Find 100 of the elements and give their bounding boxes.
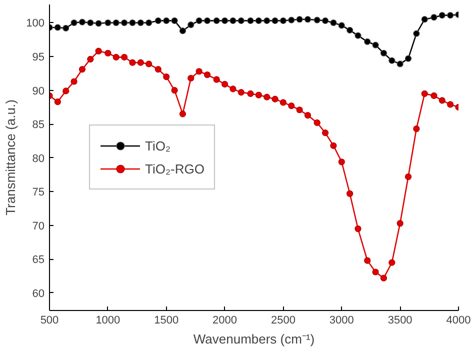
point bbox=[204, 71, 211, 78]
point bbox=[154, 66, 162, 73]
point bbox=[280, 17, 287, 24]
y-tick-label: 80 bbox=[32, 152, 45, 165]
point bbox=[304, 112, 312, 119]
point bbox=[188, 21, 194, 28]
point bbox=[388, 57, 396, 64]
point bbox=[430, 14, 438, 21]
point bbox=[314, 119, 320, 126]
legend-label: TiO₂-RGO bbox=[145, 161, 204, 176]
point bbox=[388, 259, 396, 266]
point bbox=[171, 17, 178, 24]
point bbox=[171, 86, 178, 94]
point bbox=[230, 17, 236, 24]
point bbox=[272, 17, 278, 24]
point bbox=[280, 99, 287, 106]
x-tick-label: 1500 bbox=[154, 314, 179, 326]
y-tick-label: 75 bbox=[32, 186, 45, 199]
point bbox=[112, 54, 120, 60]
point bbox=[346, 190, 354, 197]
point bbox=[104, 19, 112, 26]
point bbox=[413, 30, 420, 37]
point bbox=[154, 17, 162, 24]
point bbox=[78, 18, 86, 26]
x-tick-label: 1000 bbox=[96, 314, 120, 326]
y-tick-label: 90 bbox=[32, 85, 45, 98]
point bbox=[380, 274, 388, 282]
point bbox=[264, 94, 270, 100]
point bbox=[54, 24, 61, 31]
point bbox=[322, 130, 329, 136]
y-axis-title: Transmittance (a.u.) bbox=[3, 100, 18, 216]
point bbox=[447, 12, 454, 19]
point bbox=[70, 78, 78, 85]
point bbox=[413, 125, 420, 132]
point bbox=[438, 12, 446, 19]
point bbox=[396, 220, 404, 227]
point bbox=[314, 16, 320, 24]
point bbox=[364, 38, 371, 45]
point bbox=[304, 16, 312, 23]
point bbox=[296, 106, 303, 114]
x-tick-label: 4000 bbox=[446, 314, 471, 326]
point bbox=[354, 32, 362, 39]
y-tick-label: 85 bbox=[32, 119, 45, 132]
point bbox=[221, 17, 228, 24]
point bbox=[380, 50, 388, 56]
point bbox=[95, 20, 102, 27]
point bbox=[247, 90, 254, 97]
point bbox=[137, 59, 144, 66]
point bbox=[129, 19, 136, 26]
x-tick-label: 2000 bbox=[212, 314, 238, 326]
point bbox=[146, 60, 152, 68]
point bbox=[179, 110, 186, 118]
point bbox=[70, 19, 78, 26]
x-tick-label: 3000 bbox=[329, 314, 354, 326]
point bbox=[338, 22, 345, 29]
y-tick-label: 95 bbox=[32, 52, 45, 64]
point bbox=[322, 17, 329, 24]
point bbox=[87, 56, 94, 63]
x-tick-label: 2500 bbox=[270, 314, 296, 326]
point bbox=[264, 17, 270, 24]
point bbox=[396, 60, 404, 68]
point bbox=[120, 54, 128, 60]
point bbox=[330, 142, 337, 149]
point bbox=[364, 257, 371, 264]
y-tick-label: 70 bbox=[32, 220, 45, 232]
point bbox=[372, 268, 379, 276]
point bbox=[196, 17, 202, 24]
x-axis-title: Wavenumbers (cm⁻¹) bbox=[193, 332, 315, 346]
legend-label: TiO₂ bbox=[145, 138, 171, 153]
point bbox=[129, 59, 136, 66]
point bbox=[196, 68, 202, 75]
point bbox=[112, 19, 120, 26]
point bbox=[95, 48, 102, 54]
point bbox=[430, 92, 438, 99]
point bbox=[163, 17, 170, 24]
point bbox=[247, 17, 254, 24]
point bbox=[272, 96, 278, 102]
x-tick-label: 3500 bbox=[388, 314, 412, 326]
point bbox=[238, 17, 244, 24]
point bbox=[404, 173, 412, 180]
y-tick-label: 60 bbox=[32, 288, 45, 300]
point bbox=[188, 74, 194, 82]
point bbox=[78, 66, 86, 73]
point bbox=[255, 92, 262, 98]
point bbox=[354, 225, 362, 232]
y-tick-label: 100 bbox=[26, 18, 45, 30]
point bbox=[54, 98, 61, 106]
point bbox=[404, 55, 412, 62]
point bbox=[230, 86, 236, 92]
point bbox=[204, 17, 211, 24]
point bbox=[213, 17, 220, 24]
point bbox=[296, 16, 303, 23]
point bbox=[104, 50, 112, 56]
point bbox=[179, 28, 186, 34]
point bbox=[255, 17, 262, 24]
point bbox=[120, 19, 128, 26]
point bbox=[288, 16, 295, 24]
point bbox=[238, 89, 244, 96]
point bbox=[288, 102, 295, 110]
point bbox=[213, 76, 220, 83]
